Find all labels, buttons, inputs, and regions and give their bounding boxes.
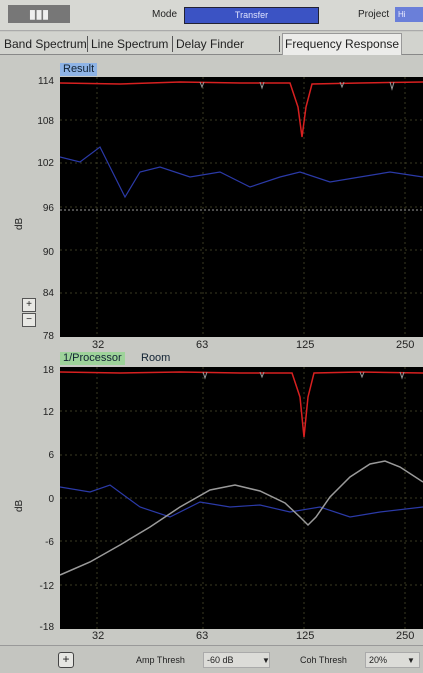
app-logo: ▮▮▮ — [8, 5, 70, 23]
y-tick: 84 — [42, 288, 54, 299]
y-tick: -12 — [39, 581, 54, 592]
x-tick: 250 — [396, 630, 415, 642]
x-tick: 32 — [92, 339, 105, 351]
transfer-y-axis-label: dB — [14, 499, 25, 512]
tab-separator — [279, 36, 280, 52]
project-selector[interactable]: Hi — [395, 7, 423, 22]
tab-frequency-response[interactable]: Frequency Response — [282, 33, 403, 55]
y-tick: 114 — [38, 76, 54, 87]
amp-thresh-label: Amp Thresh — [136, 655, 185, 665]
x-tick: 125 — [296, 339, 315, 351]
mode-label: Mode — [152, 9, 178, 20]
tab-delay-finder[interactable]: Delay Finder — [176, 37, 245, 51]
project-label: Project — [358, 9, 390, 20]
amp-thresh-select[interactable]: -60 dB — [203, 652, 270, 668]
y-tick: 90 — [42, 247, 54, 258]
transfer-plot[interactable] — [60, 367, 423, 629]
x-tick: 63 — [196, 630, 209, 642]
y-tick: -18 — [39, 622, 54, 633]
x-tick: 125 — [296, 630, 315, 642]
y-tick: 96 — [42, 203, 54, 214]
y-tick: 18 — [42, 365, 54, 376]
y-tick: -6 — [45, 537, 54, 548]
tab-separator — [87, 36, 88, 52]
result-trace-label[interactable]: Result — [60, 63, 98, 76]
processor-trace-label[interactable]: 1/Processor — [60, 352, 125, 365]
chevron-down-icon: ▼ — [407, 656, 415, 665]
y-tick: 102 — [37, 158, 54, 169]
y-tick: 0 — [48, 494, 54, 505]
coh-thresh-label: Coh Thresh — [300, 655, 347, 665]
tab-separator — [172, 36, 173, 52]
result-y-axis-label: dB — [14, 217, 25, 230]
add-trace-button[interactable]: + — [58, 652, 74, 668]
y-tick: 12 — [42, 407, 54, 418]
tab-band-spectrum[interactable]: Band Spectrum — [4, 37, 87, 51]
chevron-down-icon: ▼ — [262, 656, 270, 665]
result-plot-svg — [60, 77, 423, 337]
y-tick: 6 — [48, 450, 54, 461]
y-tick: 108 — [37, 116, 54, 127]
coh-thresh-select[interactable]: 20% — [365, 652, 420, 668]
transfer-plot-svg — [60, 367, 423, 629]
result-plot[interactable] — [60, 77, 423, 337]
x-tick: 32 — [92, 630, 105, 642]
bottom-toolbar: + Amp Thresh -60 dB ▼ Coh Thresh 20% ▼ — [0, 645, 423, 673]
y-tick: 78 — [42, 331, 54, 342]
zoom-in-button[interactable]: + — [22, 298, 36, 312]
room-trace-label[interactable]: Room — [141, 352, 171, 364]
tab-line-spectrum[interactable]: Line Spectrum — [91, 37, 169, 51]
mode-selector[interactable]: Transfer — [184, 7, 319, 24]
view-tabs: Band Spectrum Line Spectrum Delay Finder… — [0, 32, 423, 55]
zoom-out-button[interactable]: − — [22, 313, 36, 327]
top-toolbar: ▮▮▮ Mode Transfer Project Hi — [0, 0, 423, 31]
x-tick: 250 — [396, 339, 415, 351]
x-tick: 63 — [196, 339, 209, 351]
